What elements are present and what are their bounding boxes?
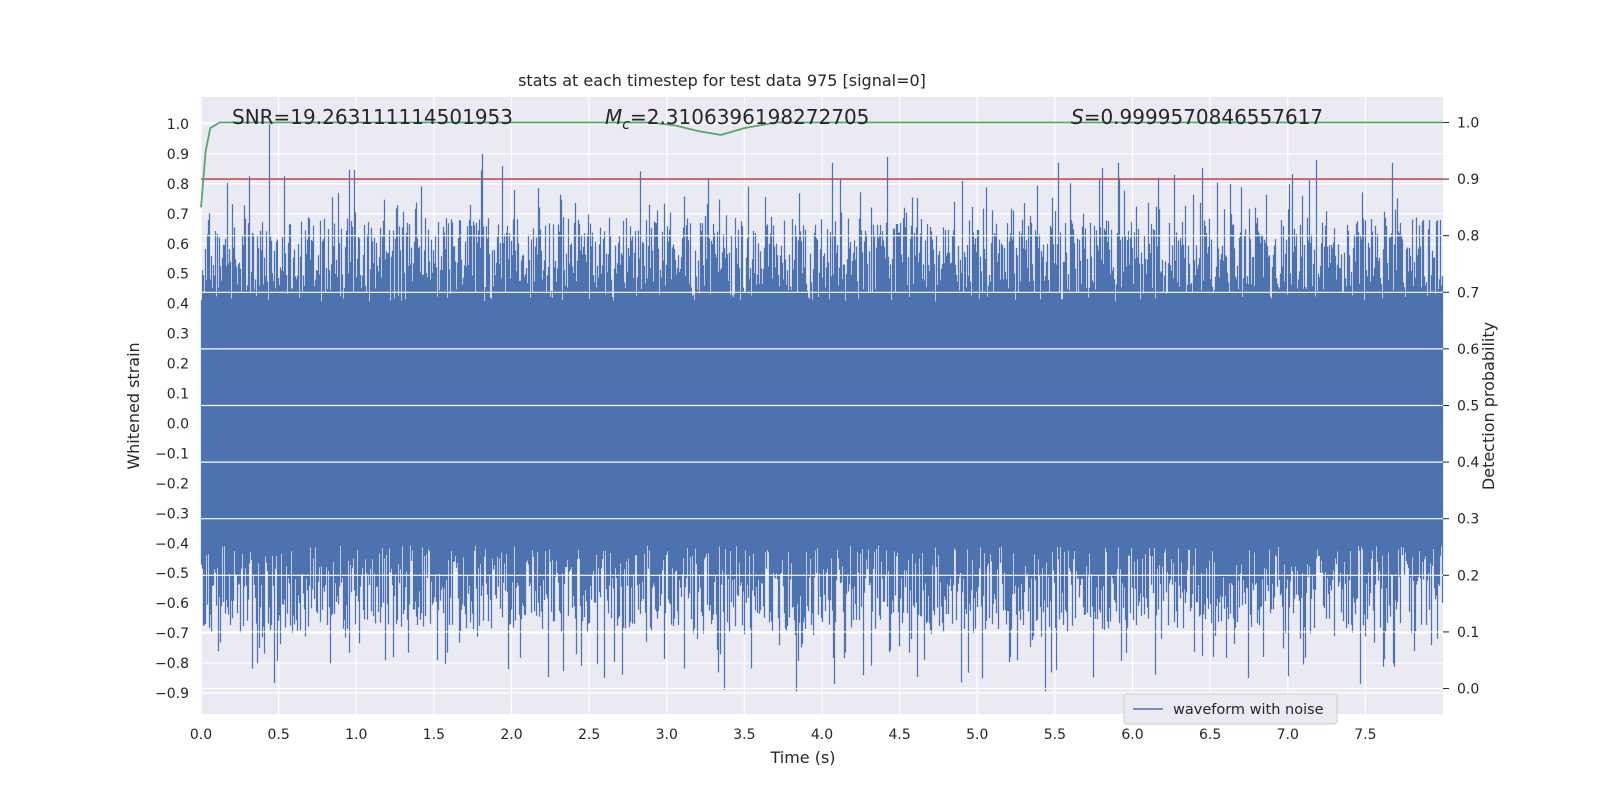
x-tick-label: 1.0 <box>345 727 367 743</box>
x-tick-label: 0.5 <box>267 727 289 743</box>
snr-annotation: SNR=19.263111114501953 <box>232 105 513 129</box>
legend-box <box>1123 693 1338 725</box>
y-left-tick-label: 0.7 <box>167 207 189 223</box>
y-right-tick-label: 0.9 <box>1457 172 1479 188</box>
chirp-mass-value: =2.3106396198272705 <box>630 105 869 129</box>
y-left-tick-label: −0.9 <box>155 686 189 702</box>
chart-title: stats at each timestep for test data 975… <box>518 71 926 90</box>
y-left-tick-label: −0.8 <box>155 656 189 672</box>
x-axis-label: Time (s) <box>769 748 835 767</box>
x-tick-label: 4.0 <box>811 727 833 743</box>
x-tick-label: 5.0 <box>966 727 988 743</box>
x-tick-label: 3.0 <box>656 727 678 743</box>
x-tick-label: 7.5 <box>1354 727 1376 743</box>
y-left-tick-label: 0.2 <box>167 357 189 373</box>
x-tick-label: 0.0 <box>190 727 212 743</box>
y-left-tick-label: −0.1 <box>155 446 189 462</box>
y-left-tick-label: −0.4 <box>155 536 189 552</box>
y-right-tick-label: 0.4 <box>1457 455 1479 471</box>
y-left-tick-label: 0.3 <box>167 327 189 343</box>
y-left-tick-label: −0.6 <box>155 596 189 612</box>
x-tick-label: 5.5 <box>1044 727 1066 743</box>
y-axis-label-right: Detection probability <box>1479 322 1498 490</box>
y-left-tick-label: 0.1 <box>167 387 189 403</box>
y-right-tick-label: 0.2 <box>1457 568 1479 584</box>
y-left-tick-label: −0.7 <box>155 626 189 642</box>
y-axis-label-left: Whitened strain <box>124 342 143 469</box>
y-right-tick-label: 0.6 <box>1457 342 1479 358</box>
y-left-tick-label: −0.2 <box>155 476 189 492</box>
y-left-tick-label: 0.9 <box>167 147 189 163</box>
x-tick-label: 7.0 <box>1277 727 1299 743</box>
detection-probability-line <box>200 121 1443 208</box>
y-left-tick-label: 1.0 <box>167 117 189 133</box>
x-tick-label: 2.0 <box>500 727 522 743</box>
y-right-tick-label: 0.0 <box>1457 682 1479 698</box>
y-right-tick-label: 1.0 <box>1457 115 1479 131</box>
x-tick-label: 4.5 <box>888 727 910 743</box>
waveform-core <box>201 348 1443 499</box>
legend: waveform with noise <box>1123 693 1338 725</box>
score-value: =0.9999570846557617 <box>1084 105 1323 129</box>
y-left-tick-label: 0.5 <box>167 267 189 283</box>
y-left-tick-label: −0.3 <box>155 506 189 522</box>
legend-entry-waveform: waveform with noise <box>1173 702 1324 718</box>
chirp-mass-subscript: c <box>622 117 630 133</box>
x-tick-label: 3.5 <box>733 727 755 743</box>
y-left-tick-label: −0.5 <box>155 566 189 582</box>
y-right-tick-label: 0.8 <box>1457 229 1479 245</box>
x-tick-label: 2.5 <box>578 727 600 743</box>
chirp-mass-symbol: M <box>605 105 622 129</box>
chirp-mass-annotation: Mc=2.3106396198272705 <box>605 105 869 133</box>
x-tick-label: 6.0 <box>1121 727 1143 743</box>
y-left-tick-label: 0.8 <box>167 177 189 193</box>
y-left-tick-label: 0.6 <box>167 237 189 253</box>
score-symbol: S <box>1071 105 1084 129</box>
x-tick-label: 6.5 <box>1199 727 1221 743</box>
y-left-tick-label: 0.4 <box>167 297 189 313</box>
y-right-tick-label: 0.3 <box>1457 512 1479 528</box>
y-right-tick-label: 0.1 <box>1457 625 1479 641</box>
x-tick-label: 1.5 <box>423 727 445 743</box>
y-right-tick-label: 0.7 <box>1457 285 1479 301</box>
y-right-tick-label: 0.5 <box>1457 399 1479 415</box>
y-left-tick-label: 0.0 <box>167 416 189 432</box>
score-annotation: S=0.9999570846557617 <box>1071 105 1323 129</box>
